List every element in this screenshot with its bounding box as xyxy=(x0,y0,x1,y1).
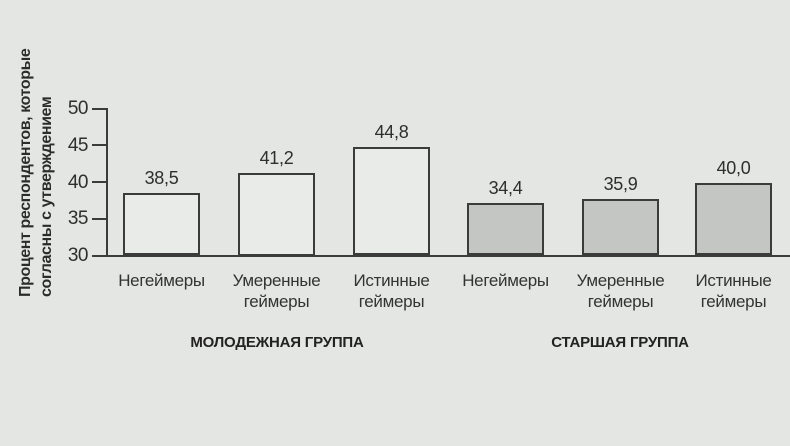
category-label-line: Умеренные xyxy=(576,271,665,290)
bar-value-label: 41,2 xyxy=(259,147,294,168)
bar-value-label: 34,4 xyxy=(488,178,523,199)
category-label-line: геймеры xyxy=(358,292,425,311)
bar xyxy=(695,183,772,256)
bar xyxy=(353,146,430,256)
y-tick-label: 35 xyxy=(67,208,89,230)
bar-value-label: 35,9 xyxy=(603,173,638,194)
y-axis-title-line1: Процент респондентов, которые xyxy=(17,48,34,297)
x-axis-line xyxy=(92,254,790,257)
category-label-line: геймеры xyxy=(700,292,767,311)
group-axis-label-young: МОЛОДЕЖНАЯ ГРУППА xyxy=(190,334,364,351)
category-label: Умеренные геймеры xyxy=(556,270,686,312)
category-label: Негеймеры xyxy=(441,270,571,291)
category-label-line: Истинные xyxy=(695,271,772,290)
category-label: Истинные геймеры xyxy=(669,270,790,312)
bar xyxy=(238,172,315,256)
category-label: Истинные геймеры xyxy=(327,270,457,312)
y-tick-label: 45 xyxy=(67,134,89,156)
bar-value-label: 44,8 xyxy=(374,121,409,142)
y-tick-label: 40 xyxy=(67,171,89,193)
bar xyxy=(582,198,659,256)
category-label-line: геймеры xyxy=(243,292,310,311)
category-label: Умеренные геймеры xyxy=(212,270,342,312)
category-label-line: Умеренные xyxy=(232,271,321,290)
category-label-line: геймеры xyxy=(587,292,654,311)
category-label-line: Истинные xyxy=(353,271,430,290)
y-tick xyxy=(92,107,107,110)
bar xyxy=(123,193,200,256)
y-tick-label: 30 xyxy=(67,245,89,266)
y-tick xyxy=(92,217,107,220)
category-label: Негеймеры xyxy=(97,270,227,291)
y-tick-label: 50 xyxy=(67,98,89,119)
y-tick xyxy=(92,254,107,257)
category-label-line: Негеймеры xyxy=(118,271,205,290)
y-tick xyxy=(92,181,107,183)
bar xyxy=(467,203,544,256)
y-axis-line xyxy=(106,107,108,256)
group-axis-label-older: СТАРШАЯ ГРУППА xyxy=(551,334,689,351)
bar-value-label: 40,0 xyxy=(716,158,751,179)
bar-value-label: 38,5 xyxy=(144,168,179,189)
category-label-line: Негеймеры xyxy=(462,271,549,290)
y-tick xyxy=(92,144,107,147)
